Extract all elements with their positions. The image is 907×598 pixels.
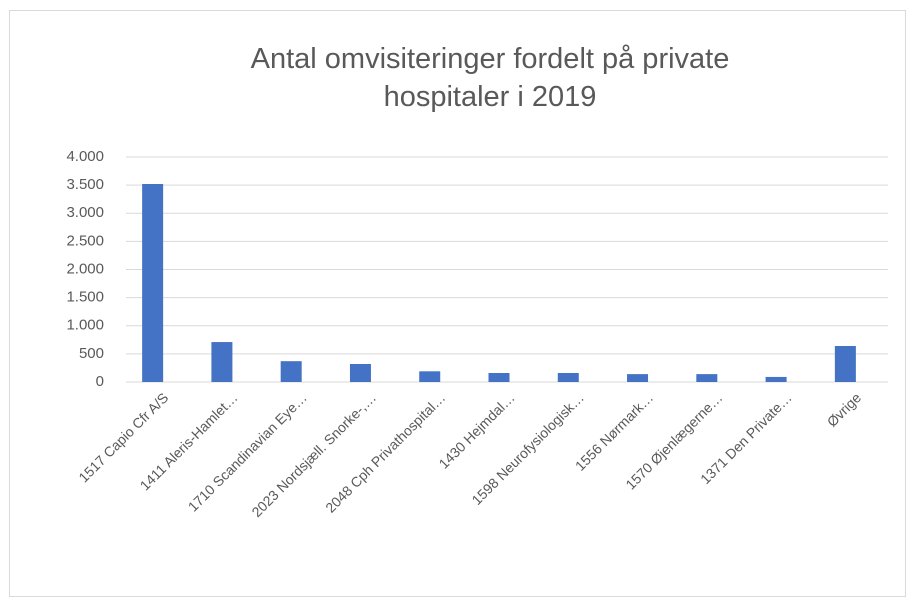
y-tick-label: 2.000 [66, 260, 104, 277]
x-tick-label: Øvrige [824, 389, 865, 430]
y-tick-label: 500 [79, 345, 104, 362]
chart-title: Antal omvisiteringer fordelt på private … [250, 43, 730, 113]
y-tick-label: 0 [96, 373, 104, 390]
y-tick-label: 3.500 [66, 176, 104, 193]
bar [211, 342, 233, 382]
bar [765, 376, 787, 382]
chart-frame [9, 10, 906, 597]
y-tick-label: 1.000 [66, 317, 104, 334]
bar [349, 364, 371, 382]
bar [557, 373, 579, 382]
y-tick-label: 1.500 [66, 289, 104, 306]
y-tick-label: 4.000 [66, 148, 104, 165]
bar [419, 371, 441, 382]
x-tick-label: 2048 Cph Privathospital… [322, 389, 448, 515]
bar [627, 374, 649, 382]
bar [834, 346, 856, 382]
bar [280, 361, 302, 382]
x-tick-label: 1710 Scandinavian Eye… [185, 389, 310, 514]
x-tick-label: 1598 Neurofysiologisk… [468, 389, 587, 508]
bar [696, 374, 718, 382]
y-tick-label: 2.500 [66, 232, 104, 249]
x-tick-label: 2023 Nordsjæll. Snorke-,… [248, 389, 379, 520]
bar [142, 184, 164, 382]
bar [488, 373, 510, 382]
y-tick-label: 3.000 [66, 204, 104, 221]
